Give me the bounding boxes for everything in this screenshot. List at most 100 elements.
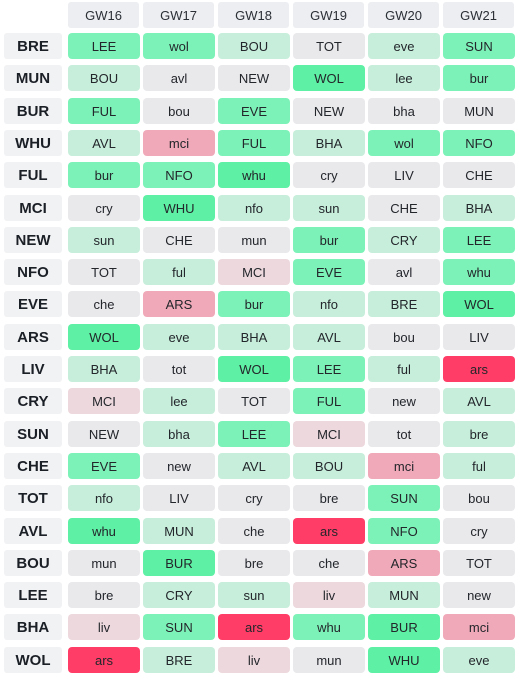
fixture-cell[interactable]: whu <box>68 518 140 544</box>
fixture-cell[interactable]: bou <box>368 324 440 350</box>
fixture-cell[interactable]: eve <box>368 33 440 59</box>
fixture-cell[interactable]: liv <box>68 614 140 640</box>
fixture-cell[interactable]: WOL <box>293 65 365 91</box>
fixture-cell[interactable]: cry <box>218 485 290 511</box>
fixture-cell[interactable]: EVE <box>68 453 140 479</box>
fixture-cell[interactable]: LIV <box>443 324 515 350</box>
fixture-cell[interactable]: eve <box>143 324 215 350</box>
fixture-cell[interactable]: mci <box>443 614 515 640</box>
fixture-cell[interactable]: bre <box>443 421 515 447</box>
fixture-cell[interactable]: cry <box>293 162 365 188</box>
fixture-cell[interactable]: bur <box>68 162 140 188</box>
fixture-cell[interactable]: SUN <box>368 485 440 511</box>
fixture-cell[interactable]: NFO <box>143 162 215 188</box>
fixture-cell[interactable]: whu <box>443 259 515 285</box>
fixture-cell[interactable]: LEE <box>68 33 140 59</box>
fixture-cell[interactable]: bha <box>368 98 440 124</box>
fixture-cell[interactable]: wol <box>143 33 215 59</box>
fixture-cell[interactable]: NFO <box>368 518 440 544</box>
fixture-cell[interactable]: MCI <box>218 259 290 285</box>
fixture-cell[interactable]: BOU <box>68 65 140 91</box>
fixture-cell[interactable]: NFO <box>443 130 515 156</box>
fixture-cell[interactable]: NEW <box>293 98 365 124</box>
fixture-cell[interactable]: mun <box>293 647 365 673</box>
fixture-cell[interactable]: ARS <box>368 550 440 576</box>
fixture-cell[interactable]: CHE <box>143 227 215 253</box>
fixture-cell[interactable]: BOU <box>293 453 365 479</box>
fixture-cell[interactable]: bur <box>443 65 515 91</box>
fixture-cell[interactable]: FUL <box>218 130 290 156</box>
fixture-cell[interactable]: mun <box>68 550 140 576</box>
fixture-cell[interactable]: bre <box>68 582 140 608</box>
fixture-cell[interactable]: LEE <box>443 227 515 253</box>
fixture-cell[interactable]: LEE <box>218 421 290 447</box>
fixture-cell[interactable]: nfo <box>218 195 290 221</box>
fixture-cell[interactable]: liv <box>293 582 365 608</box>
fixture-cell[interactable]: ars <box>443 356 515 382</box>
fixture-cell[interactable]: ars <box>68 647 140 673</box>
fixture-cell[interactable]: WOL <box>68 324 140 350</box>
fixture-cell[interactable]: CRY <box>368 227 440 253</box>
fixture-cell[interactable]: whu <box>293 614 365 640</box>
fixture-cell[interactable]: NEW <box>218 65 290 91</box>
fixture-cell[interactable]: bre <box>218 550 290 576</box>
fixture-cell[interactable]: EVE <box>218 98 290 124</box>
fixture-cell[interactable]: BHA <box>68 356 140 382</box>
fixture-cell[interactable]: lee <box>143 388 215 414</box>
fixture-cell[interactable]: TOT <box>68 259 140 285</box>
fixture-cell[interactable]: BUR <box>143 550 215 576</box>
fixture-cell[interactable]: SUN <box>143 614 215 640</box>
fixture-cell[interactable]: bur <box>218 291 290 317</box>
fixture-cell[interactable]: nfo <box>293 291 365 317</box>
fixture-cell[interactable]: che <box>68 291 140 317</box>
fixture-cell[interactable]: MUN <box>368 582 440 608</box>
fixture-cell[interactable]: MCI <box>68 388 140 414</box>
fixture-cell[interactable]: cry <box>68 195 140 221</box>
fixture-cell[interactable]: bre <box>293 485 365 511</box>
fixture-cell[interactable]: BRE <box>143 647 215 673</box>
fixture-cell[interactable]: bur <box>293 227 365 253</box>
fixture-cell[interactable]: cry <box>443 518 515 544</box>
fixture-cell[interactable]: WOL <box>218 356 290 382</box>
fixture-cell[interactable]: bha <box>143 421 215 447</box>
fixture-cell[interactable]: sun <box>218 582 290 608</box>
fixture-cell[interactable]: AVL <box>68 130 140 156</box>
fixture-cell[interactable]: TOT <box>443 550 515 576</box>
fixture-cell[interactable]: WHU <box>143 195 215 221</box>
fixture-cell[interactable]: SUN <box>443 33 515 59</box>
fixture-cell[interactable]: MCI <box>293 421 365 447</box>
fixture-cell[interactable]: FUL <box>293 388 365 414</box>
fixture-cell[interactable]: BHA <box>218 324 290 350</box>
fixture-cell[interactable]: CHE <box>368 195 440 221</box>
fixture-cell[interactable]: BHA <box>443 195 515 221</box>
fixture-cell[interactable]: eve <box>443 647 515 673</box>
fixture-cell[interactable]: ful <box>443 453 515 479</box>
fixture-cell[interactable]: liv <box>218 647 290 673</box>
fixture-cell[interactable]: che <box>293 550 365 576</box>
fixture-cell[interactable]: MUN <box>443 98 515 124</box>
fixture-cell[interactable]: lee <box>368 65 440 91</box>
fixture-cell[interactable]: EVE <box>293 259 365 285</box>
fixture-cell[interactable]: AVL <box>443 388 515 414</box>
fixture-cell[interactable]: LIV <box>143 485 215 511</box>
fixture-cell[interactable]: BUR <box>368 614 440 640</box>
fixture-cell[interactable]: ars <box>293 518 365 544</box>
fixture-cell[interactable]: WOL <box>443 291 515 317</box>
fixture-cell[interactable]: nfo <box>68 485 140 511</box>
fixture-cell[interactable]: BOU <box>218 33 290 59</box>
fixture-cell[interactable]: tot <box>143 356 215 382</box>
fixture-cell[interactable]: bou <box>143 98 215 124</box>
fixture-cell[interactable]: ars <box>218 614 290 640</box>
fixture-cell[interactable]: MUN <box>143 518 215 544</box>
fixture-cell[interactable]: sun <box>68 227 140 253</box>
fixture-cell[interactable]: ful <box>143 259 215 285</box>
fixture-cell[interactable]: new <box>443 582 515 608</box>
fixture-cell[interactable]: FUL <box>68 98 140 124</box>
fixture-cell[interactable]: TOT <box>293 33 365 59</box>
fixture-cell[interactable]: mci <box>143 130 215 156</box>
fixture-cell[interactable]: CRY <box>143 582 215 608</box>
fixture-cell[interactable]: AVL <box>293 324 365 350</box>
fixture-cell[interactable]: avl <box>368 259 440 285</box>
fixture-cell[interactable]: wol <box>368 130 440 156</box>
fixture-cell[interactable]: BHA <box>293 130 365 156</box>
